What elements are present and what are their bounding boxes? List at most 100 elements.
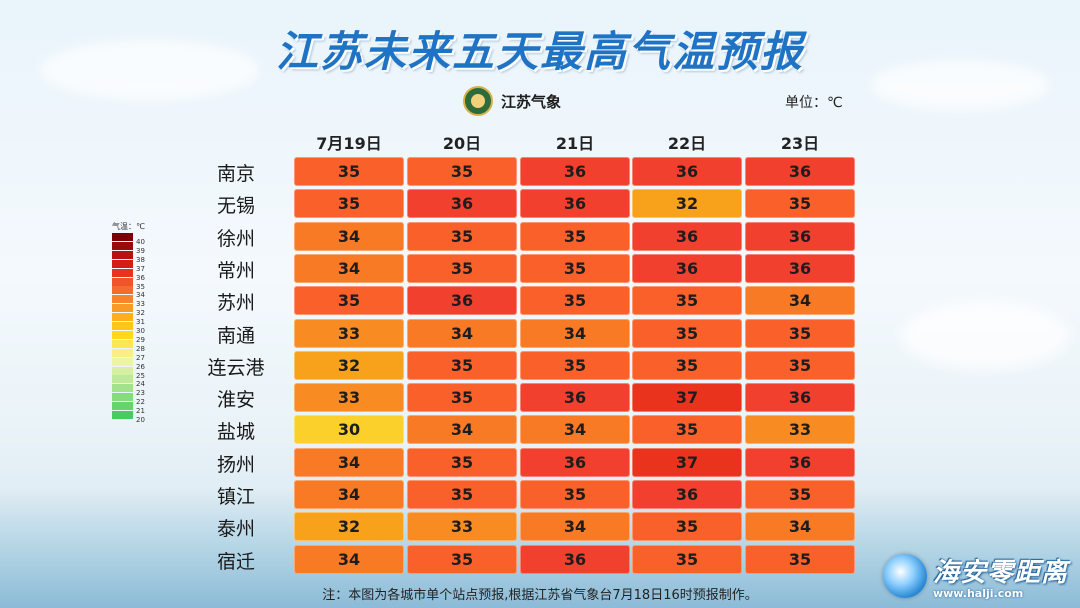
row-header-city: 宿迁 bbox=[216, 550, 255, 573]
row-header-city: 泰州 bbox=[216, 518, 255, 541]
temperature-cell: 32 bbox=[294, 350, 404, 380]
temperature-cell: 34 bbox=[745, 286, 855, 316]
temperature-cell: 34 bbox=[294, 221, 404, 251]
temperature-cell: 35 bbox=[632, 512, 742, 542]
legend-label: 28 bbox=[136, 344, 145, 353]
legend-swatch bbox=[112, 304, 133, 313]
temperature-cell: 35 bbox=[745, 318, 855, 348]
legend-label: 21 bbox=[136, 407, 145, 416]
temperature-cell: 35 bbox=[407, 157, 517, 186]
legend-swatch bbox=[112, 330, 133, 339]
temperature-cell: 35 bbox=[520, 253, 630, 283]
temperature-cell: 35 bbox=[407, 350, 517, 380]
legend-swatch bbox=[112, 268, 133, 277]
row-header-city: 苏州 bbox=[216, 292, 255, 315]
legend-label: 35 bbox=[136, 282, 145, 291]
temperature-cell: 35 bbox=[632, 544, 742, 574]
temperature-cell: 36 bbox=[520, 544, 630, 574]
watermark-name: 海安零距离 bbox=[932, 558, 1068, 588]
legend-swatch bbox=[112, 411, 133, 419]
legend-label: 39 bbox=[136, 246, 145, 255]
legend-label: 26 bbox=[136, 362, 145, 371]
legend-label: 40 bbox=[136, 238, 145, 246]
meteorology-emblem-icon bbox=[463, 86, 493, 116]
column-header: 20日 bbox=[442, 134, 482, 153]
temperature-cell: 34 bbox=[294, 447, 404, 477]
temperature-cell: 35 bbox=[520, 286, 630, 316]
legend-swatch bbox=[112, 375, 133, 384]
background-cloud bbox=[870, 60, 1050, 110]
legend-label: 33 bbox=[136, 300, 145, 309]
legend-label: 23 bbox=[136, 389, 145, 398]
row-header-city: 南通 bbox=[216, 324, 255, 347]
legend-label: 34 bbox=[136, 291, 145, 300]
row-header-city: 连云港 bbox=[207, 356, 265, 379]
column-header: 21日 bbox=[555, 134, 595, 153]
row-header-city: 常州 bbox=[216, 259, 255, 282]
legend-swatch bbox=[112, 250, 133, 259]
temperature-cell: 35 bbox=[745, 189, 855, 219]
temperature-cell: 36 bbox=[745, 221, 855, 251]
page-title: 江苏未来五天最高气温预报 bbox=[275, 27, 804, 76]
legend-swatch bbox=[112, 259, 133, 268]
row-header-city: 无锡 bbox=[216, 195, 255, 218]
temperature-cell: 35 bbox=[745, 544, 855, 574]
temperature-cell: 37 bbox=[632, 383, 742, 413]
temperature-cell: 35 bbox=[745, 480, 855, 509]
temperature-cell: 35 bbox=[407, 383, 517, 413]
temperature-cell: 30 bbox=[294, 415, 404, 445]
watermark: 海安零距离 www.halji.com bbox=[882, 552, 1068, 600]
temperature-cell: 33 bbox=[294, 383, 404, 413]
column-header: 23日 bbox=[780, 134, 820, 153]
watermark-url: www.halji.com bbox=[932, 587, 1024, 600]
temperature-cell: 37 bbox=[632, 447, 742, 477]
temperature-cell: 33 bbox=[294, 318, 404, 348]
temperature-cell: 36 bbox=[520, 383, 630, 413]
temperature-cell: 36 bbox=[745, 383, 855, 413]
column-header: 22日 bbox=[667, 134, 707, 153]
legend-swatch bbox=[112, 384, 133, 393]
legend-swatch bbox=[112, 313, 133, 322]
temperature-cell: 32 bbox=[294, 512, 404, 542]
legend-title: 气温：℃ bbox=[112, 222, 145, 231]
legend-swatch bbox=[112, 277, 133, 286]
row-header-city: 徐州 bbox=[216, 227, 255, 250]
temperature-cell: 36 bbox=[407, 189, 517, 219]
temperature-cell: 33 bbox=[407, 512, 517, 542]
background-cloud bbox=[900, 300, 1070, 370]
legend-label: 22 bbox=[136, 398, 145, 407]
legend-swatch bbox=[112, 393, 133, 402]
legend-swatch bbox=[112, 348, 133, 357]
temperature-cell: 35 bbox=[632, 350, 742, 380]
legend-label: 29 bbox=[136, 335, 145, 344]
temperature-cell: 34 bbox=[520, 415, 630, 445]
temperature-cell: 34 bbox=[407, 415, 517, 445]
legend-swatch bbox=[112, 339, 133, 348]
legend-swatch bbox=[112, 357, 133, 366]
legend-swatch bbox=[112, 402, 133, 411]
legend-label: 31 bbox=[136, 318, 145, 327]
temperature-cell: 34 bbox=[294, 253, 404, 283]
background-cloud bbox=[40, 40, 260, 100]
org-logo: 江苏气象 bbox=[463, 84, 561, 118]
temperature-cell: 36 bbox=[632, 253, 742, 283]
temperature-cell: 35 bbox=[407, 221, 517, 251]
legend-label: 24 bbox=[136, 380, 145, 389]
temperature-cell: 35 bbox=[632, 286, 742, 316]
legend-swatch bbox=[112, 286, 133, 295]
temperature-cell: 35 bbox=[520, 480, 630, 509]
temperature-cell: 35 bbox=[632, 318, 742, 348]
temperature-cell: 35 bbox=[632, 415, 742, 445]
org-name: 江苏气象 bbox=[501, 92, 562, 111]
temperature-cell: 35 bbox=[294, 286, 404, 316]
legend-label: 27 bbox=[136, 353, 145, 362]
legend-label: 32 bbox=[136, 309, 145, 318]
temperature-cell: 36 bbox=[632, 480, 742, 509]
temperature-cell: 36 bbox=[520, 189, 630, 219]
temperature-cell: 34 bbox=[745, 512, 855, 542]
legend-label: 37 bbox=[136, 264, 145, 273]
temperature-cell: 35 bbox=[294, 157, 404, 186]
legend-swatch bbox=[112, 241, 133, 250]
temperature-cell: 36 bbox=[745, 447, 855, 477]
row-header-city: 南京 bbox=[216, 163, 255, 185]
